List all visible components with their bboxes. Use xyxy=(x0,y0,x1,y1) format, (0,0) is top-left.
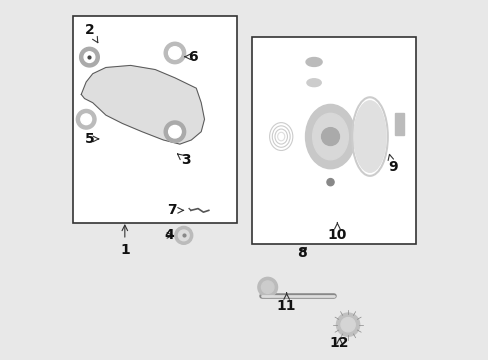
Ellipse shape xyxy=(178,230,189,241)
Ellipse shape xyxy=(81,114,91,125)
Bar xyxy=(251,37,415,244)
Text: 2: 2 xyxy=(85,23,98,43)
Text: 3: 3 xyxy=(177,153,190,167)
Text: 7: 7 xyxy=(167,203,183,217)
Ellipse shape xyxy=(305,58,322,67)
Ellipse shape xyxy=(257,277,277,297)
Bar xyxy=(394,113,403,135)
Text: 4: 4 xyxy=(164,228,174,242)
Text: 12: 12 xyxy=(329,336,348,350)
Ellipse shape xyxy=(340,318,354,332)
Text: 6: 6 xyxy=(184,50,197,64)
Ellipse shape xyxy=(76,109,96,129)
Ellipse shape xyxy=(164,121,185,143)
Text: 10: 10 xyxy=(327,223,346,242)
Ellipse shape xyxy=(312,113,347,160)
Text: 1: 1 xyxy=(120,225,129,257)
Ellipse shape xyxy=(353,101,385,172)
Bar xyxy=(73,16,237,223)
Ellipse shape xyxy=(80,47,99,67)
Text: 9: 9 xyxy=(387,154,397,175)
Circle shape xyxy=(321,128,339,145)
Ellipse shape xyxy=(175,226,192,244)
Polygon shape xyxy=(81,66,204,144)
Text: 8: 8 xyxy=(296,246,306,260)
Ellipse shape xyxy=(336,313,359,336)
Ellipse shape xyxy=(168,125,181,138)
Ellipse shape xyxy=(261,281,273,293)
Ellipse shape xyxy=(306,79,321,87)
Ellipse shape xyxy=(164,42,185,64)
Ellipse shape xyxy=(168,47,181,59)
Text: 11: 11 xyxy=(276,293,296,313)
Ellipse shape xyxy=(305,104,355,169)
Circle shape xyxy=(326,179,333,186)
Text: 5: 5 xyxy=(85,132,99,146)
Ellipse shape xyxy=(84,52,95,63)
